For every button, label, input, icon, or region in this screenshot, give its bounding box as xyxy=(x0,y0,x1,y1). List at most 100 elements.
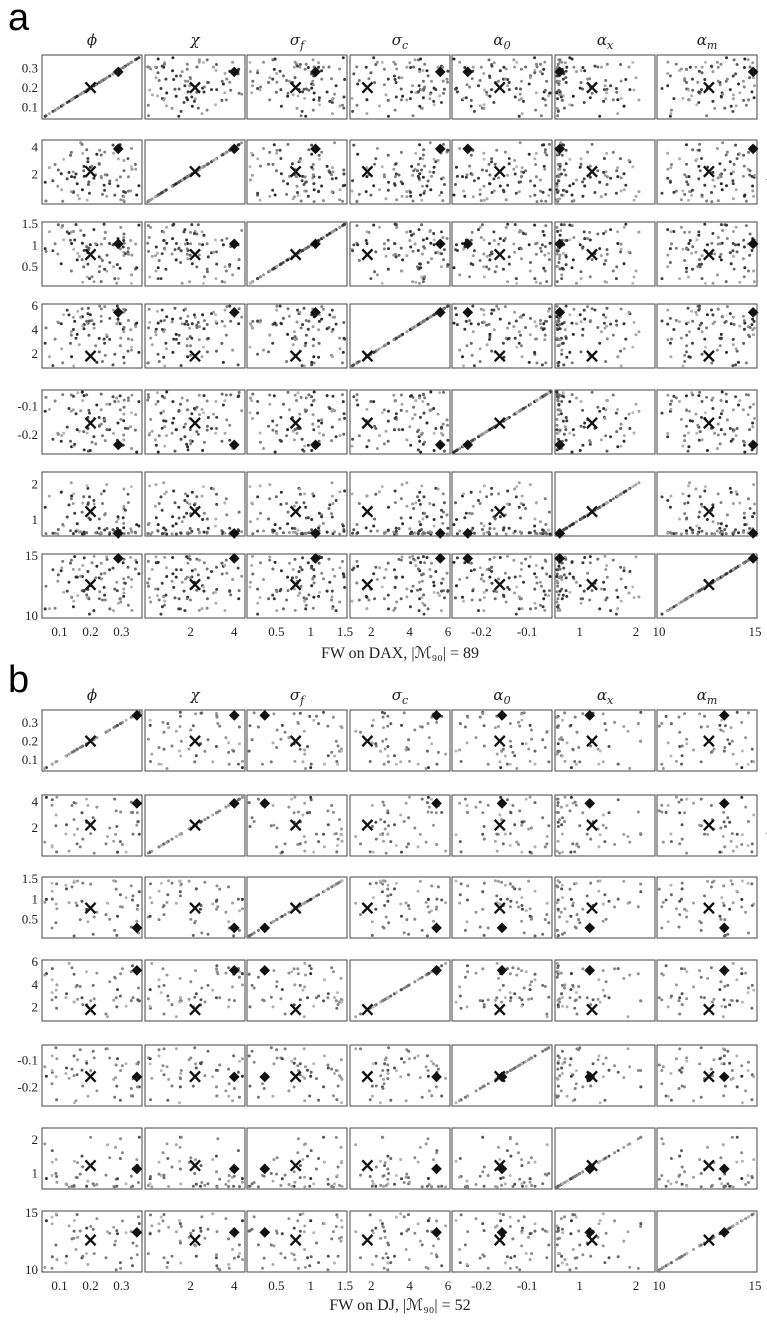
sample-point xyxy=(482,531,486,535)
sample-point xyxy=(103,341,107,345)
sample-point xyxy=(197,253,201,257)
sample-point xyxy=(298,349,302,353)
sample-point xyxy=(425,421,429,425)
sample-point xyxy=(352,395,356,399)
sample-point xyxy=(479,577,483,581)
sample-point xyxy=(735,349,739,353)
sample-point xyxy=(281,402,285,406)
sample-point xyxy=(731,74,735,78)
sample-point xyxy=(731,337,735,341)
sample-point xyxy=(747,150,750,154)
sample-point xyxy=(418,520,421,524)
sample-point xyxy=(590,390,594,394)
sample-point xyxy=(190,412,194,416)
sample-point xyxy=(410,530,414,534)
sample-point xyxy=(432,157,436,161)
sample-point xyxy=(520,607,524,611)
sample-point xyxy=(725,305,729,309)
sample-point xyxy=(627,412,631,416)
sample-point xyxy=(428,409,432,413)
sample-point xyxy=(493,270,497,274)
sample-point xyxy=(165,241,169,245)
sample-point xyxy=(73,175,77,179)
sample-point xyxy=(148,718,152,722)
sample-point xyxy=(275,531,279,535)
subplot-r5-c5: ×◆ xyxy=(554,471,656,541)
sample-point xyxy=(156,594,159,598)
sample-point xyxy=(705,249,709,253)
sample-point xyxy=(201,313,205,317)
sample-point xyxy=(113,725,117,729)
sample-point xyxy=(51,531,55,535)
sample-point xyxy=(367,77,371,81)
sample-point xyxy=(555,600,559,604)
sample-point xyxy=(548,91,552,95)
sample-point xyxy=(534,337,538,341)
sample-point xyxy=(174,337,178,341)
sample-point xyxy=(116,515,120,519)
sample-point xyxy=(590,142,594,146)
sample-point xyxy=(518,409,522,413)
sample-point xyxy=(250,501,254,505)
sample-point xyxy=(464,175,468,179)
sample-point xyxy=(90,85,94,89)
sample-point xyxy=(338,188,342,192)
sample-point xyxy=(742,238,746,242)
sample-point xyxy=(119,600,123,604)
sample-point xyxy=(751,425,755,429)
sample-point xyxy=(156,94,159,98)
sample-point xyxy=(543,338,547,342)
sample-point xyxy=(604,97,608,101)
diamond-marker: ◆ xyxy=(113,140,124,156)
sample-point xyxy=(185,337,189,341)
sample-point xyxy=(290,336,294,340)
sample-point xyxy=(256,319,260,323)
sample-point xyxy=(719,223,723,227)
sample-point xyxy=(748,173,752,177)
sample-point xyxy=(292,65,296,69)
sample-point xyxy=(571,94,575,98)
sample-point xyxy=(556,364,560,368)
x-tick-label: 0.1 xyxy=(51,624,67,639)
sample-point xyxy=(681,96,685,100)
sample-point xyxy=(540,363,544,367)
sample-point xyxy=(341,400,345,404)
sample-point xyxy=(747,269,750,273)
sample-point xyxy=(743,193,747,197)
sample-point xyxy=(703,489,707,493)
sample-point xyxy=(423,511,427,515)
sample-point xyxy=(231,60,235,64)
sample-point xyxy=(205,162,209,166)
sample-point xyxy=(165,91,169,95)
sample-point xyxy=(421,517,425,521)
sample-point xyxy=(570,393,574,397)
sample-point xyxy=(543,150,547,154)
sample-point xyxy=(71,315,75,319)
sample-point xyxy=(147,65,151,69)
sample-point xyxy=(741,408,745,412)
sample-point xyxy=(356,243,360,247)
sample-point xyxy=(418,415,422,419)
sample-point xyxy=(581,443,585,447)
sample-point xyxy=(419,193,423,197)
sample-point xyxy=(535,532,539,536)
sample-point xyxy=(599,254,603,258)
sample-point xyxy=(330,308,334,312)
sample-point xyxy=(462,96,465,100)
sample-point xyxy=(291,343,295,347)
sample-point xyxy=(669,112,673,116)
sample-point xyxy=(488,182,492,186)
subplot-frame xyxy=(349,389,451,455)
sample-point xyxy=(210,427,213,430)
sample-point xyxy=(615,588,619,592)
subplot-r5-c0: ×◆ xyxy=(41,471,143,541)
sample-point xyxy=(691,393,695,397)
sample-point xyxy=(490,312,494,316)
sample-point xyxy=(225,571,229,575)
sample-point xyxy=(338,225,342,229)
sample-point xyxy=(564,76,568,80)
sample-point xyxy=(572,199,576,203)
sample-point xyxy=(275,590,279,594)
sample-point xyxy=(272,394,276,398)
sample-point xyxy=(224,269,228,273)
